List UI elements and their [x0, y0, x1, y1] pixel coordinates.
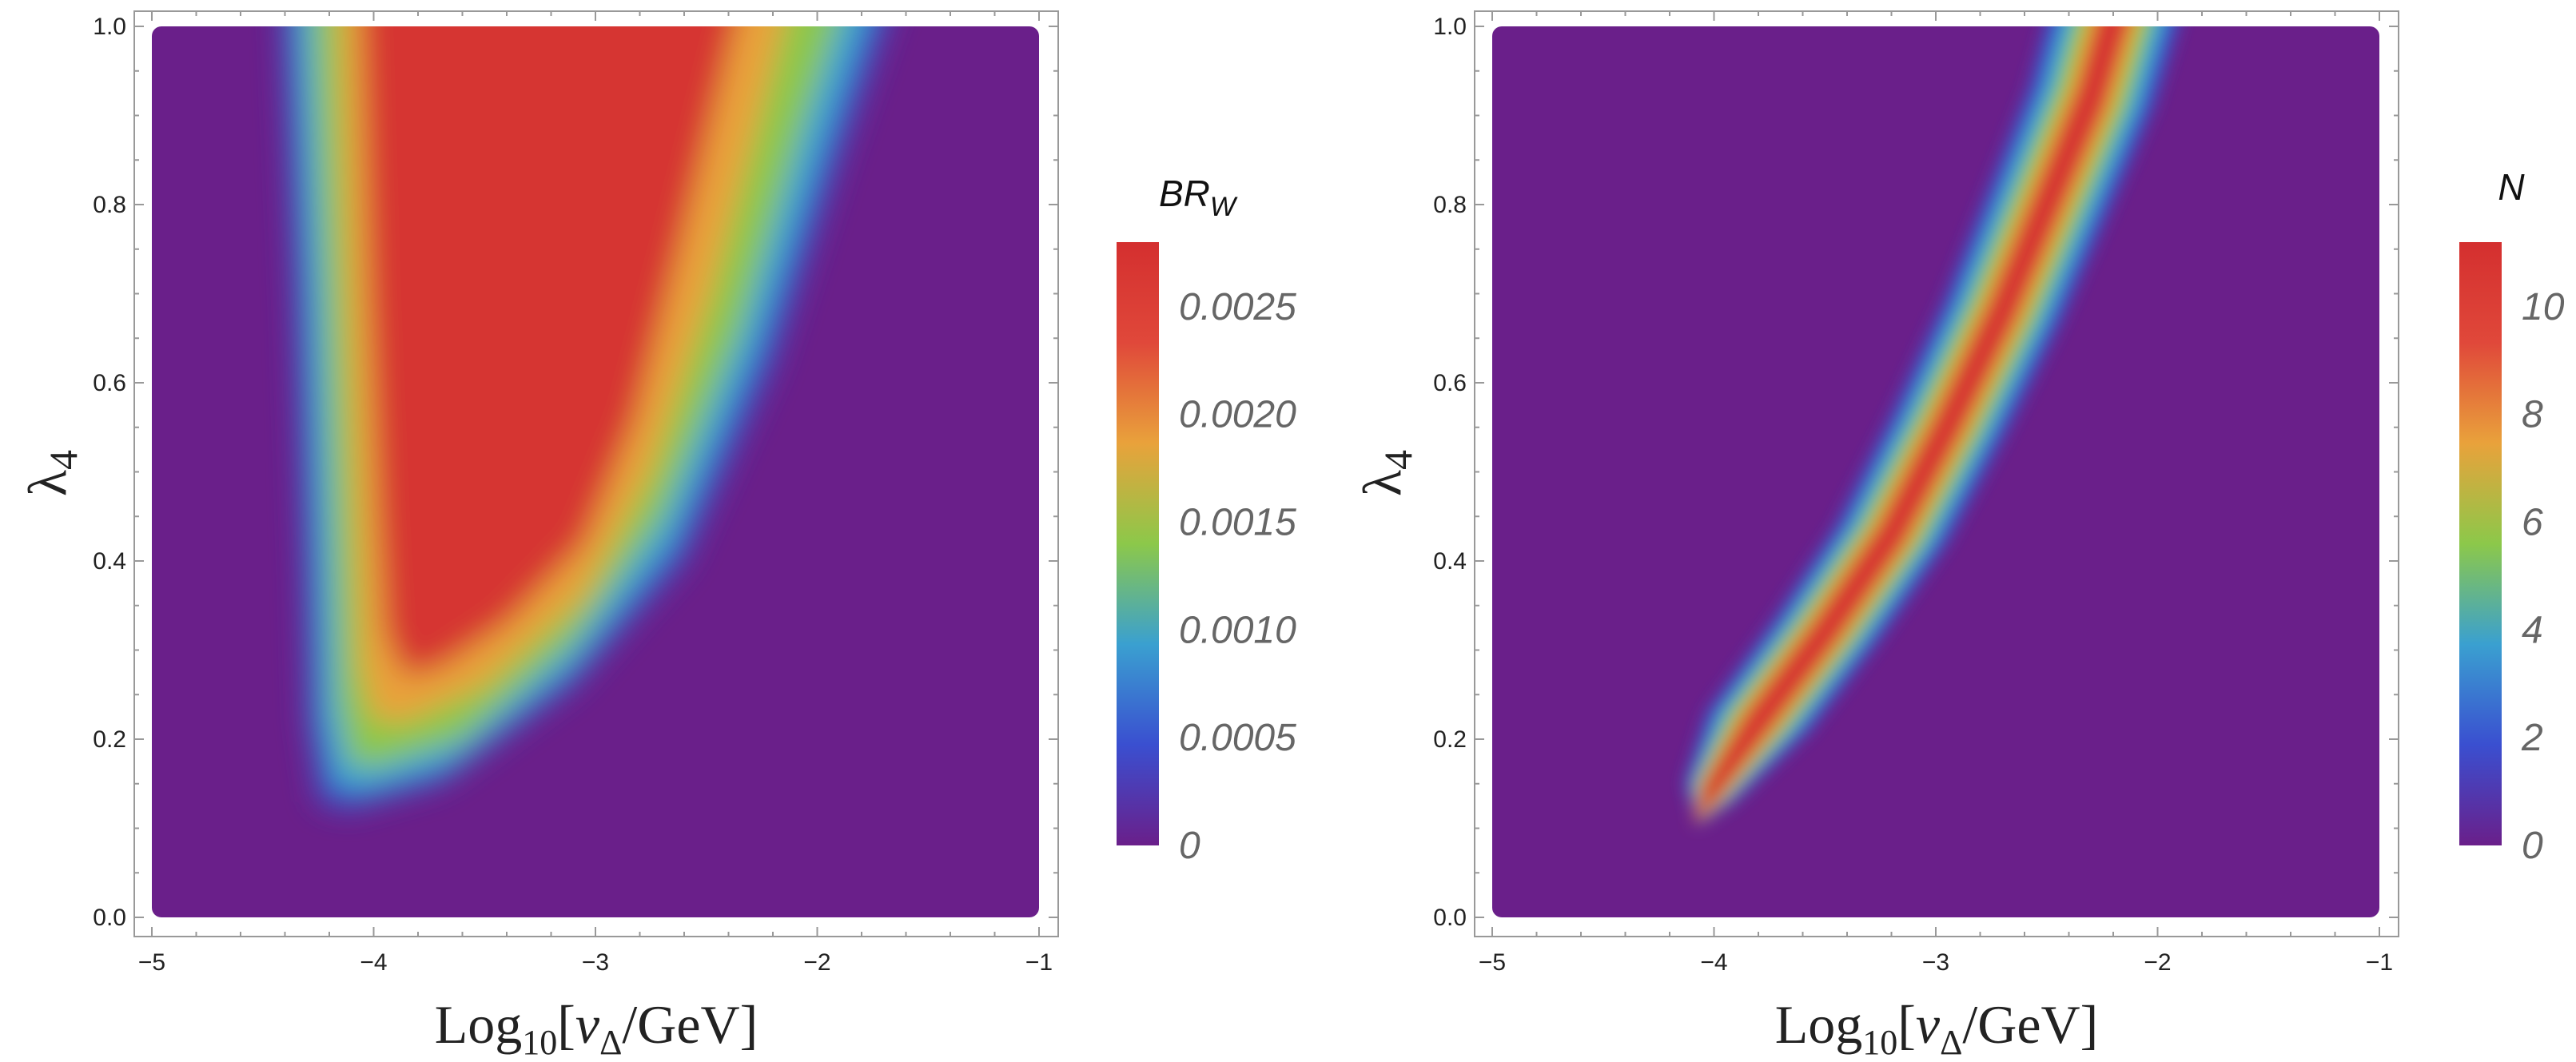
right-y-tick-label: 0.2 [1433, 726, 1467, 753]
left-colorbar-tick-label: 0.0015 [1179, 502, 1296, 544]
left-colorbar-gradient [1117, 242, 1159, 845]
right-colorbar-tick-label: 0 [2522, 825, 2543, 867]
right-band-level-3 [1694, 26, 2148, 824]
right-colorbar-gradient [2459, 242, 2502, 845]
right-x-tick-label: −1 [2366, 949, 2393, 976]
right-y-tick-label: 0.0 [1433, 905, 1467, 931]
right-x-axis-title: Log10[vΔ/GeV] [1775, 994, 2099, 1062]
left-x-axis-title: Log10[vΔ/GeV] [435, 994, 758, 1062]
left-panel: −5 −4 −3 −2 −1 0.0 0.2 0.4 0.6 0.8 1.0 Log10[vΔ/Ge… [17, 10, 1296, 1062]
left-y-tick-label: 0.6 [93, 370, 126, 396]
left-heatmap [152, 26, 1039, 917]
left-y-tick-label: 0.4 [93, 548, 126, 575]
right-axes: −5 −4 −3 −2 −1 0.0 0.2 0.4 0.6 0.8 1.0 [1433, 11, 2399, 976]
right-x-tick-label: −2 [2144, 949, 2171, 976]
right-y-tick-label: 1.0 [1433, 14, 1467, 40]
right-colorbar-title: N [2498, 166, 2525, 208]
right-colorbar-tick-label: 8 [2522, 394, 2543, 436]
right-band-level-4 [1694, 26, 2139, 824]
left-colorbar-tick-label: 0.0020 [1179, 394, 1296, 436]
right-y-axis-title: λ4 [1352, 450, 1420, 496]
right-y-tick-label: 0.4 [1433, 548, 1467, 575]
left-x-tick-label: −2 [803, 949, 830, 976]
left-x-tick-label: −1 [1025, 949, 1053, 976]
right-colorbar-tick-label: 2 [2521, 717, 2543, 759]
right-heatmap [1492, 26, 2379, 917]
left-y-tick-label: 0.2 [93, 726, 126, 753]
left-x-tick-label: −5 [138, 949, 165, 976]
left-colorbar-tick-label: 0.0005 [1179, 717, 1296, 759]
right-colorbar-tick-label: 4 [2522, 609, 2543, 651]
left-y-tick-label: 1.0 [93, 14, 126, 40]
left-axes: −5 −4 −3 −2 −1 0.0 0.2 0.4 0.6 0.8 1.0 [93, 11, 1058, 976]
right-colorbar-tick-label: 10 [2522, 286, 2565, 328]
left-colorbar: BRW 0 0.0005 0.0010 0.0015 0.0020 0.0025 [1117, 173, 1296, 867]
right-x-tick-label: −3 [1922, 949, 1949, 976]
right-y-tick-label: 0.8 [1433, 192, 1467, 218]
right-panel: −5 −4 −3 −2 −1 0.0 0.2 0.4 0.6 0.8 1.0 Log10[vΔ/Ge… [1352, 10, 2565, 1062]
left-y-tick-label: 0.8 [93, 192, 126, 218]
right-colorbar-tick-label: 6 [2522, 502, 2543, 544]
left-y-tick-label: 0.0 [93, 905, 126, 931]
left-band-level-4 [360, 26, 747, 677]
left-colorbar-tick-label: 0 [1179, 825, 1200, 867]
left-colorbar-tick-label: 0.0010 [1179, 609, 1296, 651]
right-colorbar: N 0 2 4 6 8 10 [2459, 166, 2565, 867]
right-x-tick-label: −4 [1700, 949, 1727, 976]
left-colorbar-tick-label: 0.0025 [1179, 286, 1296, 328]
right-y-tick-label: 0.6 [1433, 370, 1467, 396]
left-x-tick-label: −4 [360, 949, 387, 976]
left-y-axis-title: λ4 [17, 450, 86, 496]
left-x-tick-label: −3 [582, 949, 609, 976]
left-colorbar-title: BRW [1159, 173, 1238, 222]
right-x-tick-label: −5 [1479, 949, 1506, 976]
